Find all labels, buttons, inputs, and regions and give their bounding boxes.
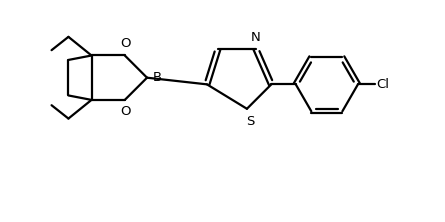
Text: O: O [121, 105, 131, 118]
Text: O: O [121, 37, 131, 50]
Text: N: N [251, 31, 261, 44]
Text: B: B [153, 71, 162, 84]
Text: Cl: Cl [376, 78, 389, 91]
Text: S: S [246, 115, 255, 129]
